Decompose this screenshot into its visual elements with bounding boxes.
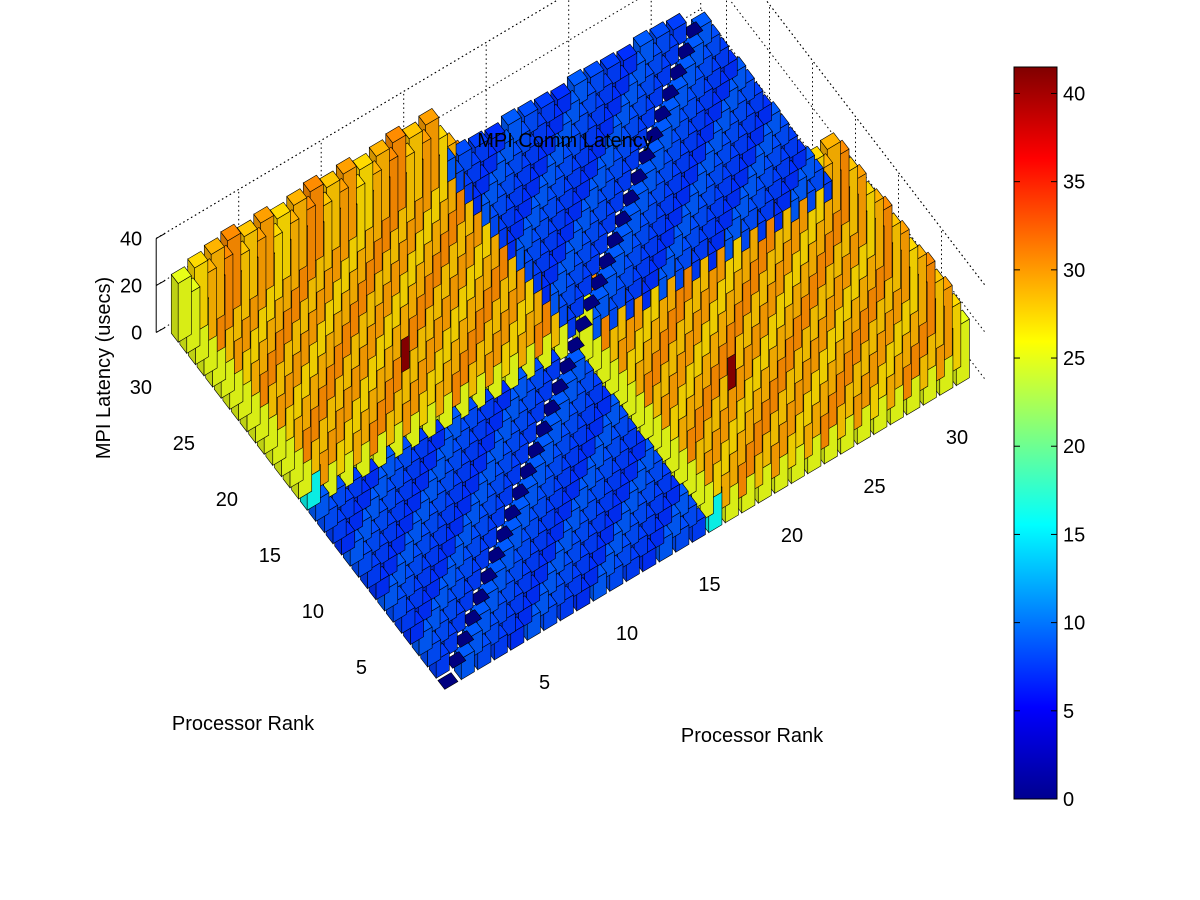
- colorbar-tick-label: 25: [1063, 348, 1085, 370]
- colorbar-tick-label: 15: [1063, 524, 1085, 546]
- grid-line: [155, 232, 166, 239]
- colorbar-tick-label: 40: [1063, 83, 1085, 105]
- colorbar-scale: [1013, 66, 1058, 800]
- grid-line: [155, 279, 166, 286]
- y-tick-label: 15: [259, 545, 281, 567]
- x-tick-label: 25: [863, 476, 885, 498]
- y-axis-label: Processor Rank: [172, 713, 315, 735]
- colorbar-tick-label: 35: [1063, 172, 1085, 194]
- bars: [170, 11, 970, 690]
- z-tick-label: 0: [131, 322, 142, 344]
- grid-line: [765, 0, 985, 285]
- x-axis-label: Processor Rank: [681, 725, 824, 747]
- x-tick-label: 20: [781, 525, 803, 547]
- x-tick-label: 15: [698, 574, 720, 596]
- bar-face-front: [177, 275, 192, 343]
- y-tick-label: 10: [302, 601, 324, 623]
- chart-title: MPI Comm Latency: [477, 130, 653, 152]
- grid-line: [155, 326, 166, 333]
- colorbar-tick-label: 30: [1063, 260, 1085, 282]
- y-tick-label: 5: [356, 657, 367, 679]
- z-tick-label: 40: [120, 228, 142, 250]
- bar-face-top: [819, 132, 841, 150]
- x-tick-label: 30: [946, 427, 968, 449]
- z-tick-label: 20: [120, 275, 142, 297]
- bar: [170, 266, 192, 344]
- grid-line: [155, 0, 638, 286]
- bar-face-top: [649, 21, 671, 39]
- z-axis-label: MPI Latency (usecs): [93, 277, 115, 459]
- colorbar-tick-label: 0: [1063, 789, 1074, 811]
- x-tick-label: 10: [616, 623, 638, 645]
- colorbar-tick-label: 5: [1063, 701, 1074, 723]
- colorbar-tick-label: 10: [1063, 613, 1085, 635]
- bar-face-side: [170, 273, 179, 344]
- y-tick-label: 25: [173, 433, 195, 455]
- bar-face-top: [665, 12, 687, 31]
- bar: [437, 672, 459, 690]
- x-tick-label: 5: [539, 672, 550, 694]
- y-tick-label: 20: [216, 489, 238, 511]
- colorbar-tick-label: 20: [1063, 436, 1085, 458]
- bar-face-top: [437, 672, 459, 690]
- y-tick-label: 30: [130, 377, 152, 399]
- colorbar: 0 5 10 15 20 25 30 35 40: [1013, 66, 1085, 811]
